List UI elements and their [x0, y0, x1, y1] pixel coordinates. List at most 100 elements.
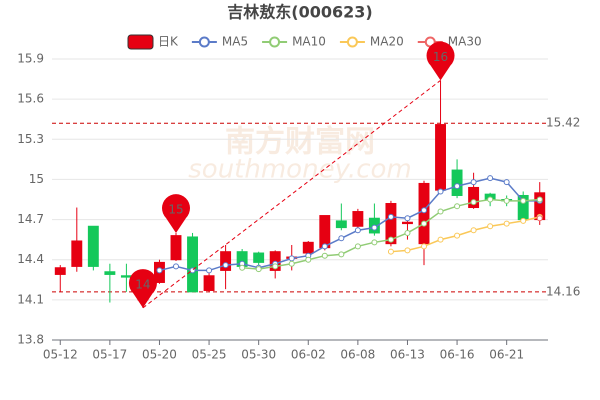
pin — [162, 194, 190, 233]
x-tick-label: 05-17 — [92, 348, 127, 362]
x-tick-label: 06-13 — [390, 348, 425, 362]
reference-label: 15.42 — [546, 116, 580, 130]
x-tick-label: 05-12 — [43, 348, 78, 362]
legend-label: 日K — [158, 35, 179, 49]
candle-body — [104, 271, 116, 275]
legend-item: MA5 — [191, 35, 248, 49]
y-tick-label: 15.6 — [17, 92, 44, 106]
ma-point — [206, 267, 213, 274]
ma-point — [338, 235, 345, 242]
ma-point — [371, 239, 378, 246]
ma-line — [390, 216, 540, 253]
candle-body — [203, 275, 215, 291]
ma-point — [421, 207, 427, 214]
ma-point — [520, 217, 527, 224]
y-tick-label: 14.1 — [17, 292, 44, 306]
legend-label: MA20 — [370, 35, 404, 49]
ma-point — [437, 188, 444, 195]
legend-item: MA30 — [417, 35, 482, 49]
candle-body — [335, 220, 347, 229]
candle-body — [402, 221, 413, 225]
ma-point — [454, 232, 461, 239]
ma-point — [470, 227, 477, 234]
candle-body — [71, 240, 83, 267]
candle-body — [435, 124, 446, 191]
ma-point — [371, 224, 378, 231]
ma-point — [487, 175, 494, 182]
ma-point — [222, 262, 229, 269]
y-tick-label: 14.4 — [17, 252, 44, 266]
pin — [426, 41, 455, 81]
candle-body — [87, 225, 99, 267]
ma-point — [338, 251, 345, 258]
candle-body — [253, 252, 265, 263]
candle-body — [120, 275, 132, 278]
ma-point — [239, 264, 246, 271]
x-tick-label: 05-20 — [142, 348, 177, 362]
watermark: 南方财富网 — [225, 125, 375, 160]
y-tick-label: 15.3 — [17, 132, 44, 146]
ma-point — [503, 179, 510, 186]
pin-label: 14 — [135, 277, 150, 291]
ma-point — [470, 199, 477, 206]
candle-body — [302, 241, 314, 254]
x-tick-label: 06-08 — [340, 348, 375, 362]
ma-line — [159, 177, 540, 272]
ma-point — [454, 183, 461, 190]
ma-point — [354, 243, 361, 250]
x-tick-label: 06-21 — [489, 348, 524, 362]
ma-point — [404, 229, 411, 236]
ma-point — [503, 220, 510, 227]
candle-body — [187, 236, 198, 293]
legend-item: 日K — [127, 34, 179, 50]
trend-line — [142, 80, 441, 309]
y-tick-label: 15.9 — [17, 52, 44, 66]
legend-label: MA10 — [292, 35, 326, 49]
reference-label: 14.16 — [546, 284, 580, 298]
ma-point — [404, 247, 411, 254]
candle-body — [451, 169, 463, 196]
legend-label: MA5 — [222, 35, 248, 49]
ma-point — [536, 215, 543, 222]
pin-label: 16 — [433, 50, 448, 64]
ma-point — [288, 255, 295, 262]
candle-body — [352, 211, 364, 227]
ma-point — [421, 243, 427, 250]
watermark-sub: southmoney.com — [188, 155, 411, 185]
legend-icon — [127, 34, 154, 50]
ma-point — [536, 196, 543, 203]
ma-point — [321, 243, 328, 250]
pin-label: 15 — [168, 202, 183, 216]
ma-point — [454, 203, 461, 210]
ma-point — [387, 236, 394, 243]
ma-point — [387, 213, 394, 220]
ma-point — [173, 263, 179, 270]
ma-point — [421, 220, 427, 227]
candle-body — [54, 267, 66, 275]
y-tick-label: 13.8 — [17, 333, 44, 347]
chart-title: 吉林敖东(000623) — [227, 3, 372, 22]
ma-point — [272, 263, 279, 270]
ma-point — [487, 196, 494, 203]
legend-item: MA10 — [262, 35, 326, 49]
legend-item: MA20 — [339, 35, 404, 49]
candle-body — [319, 215, 331, 249]
candle-body — [418, 182, 430, 245]
legend-label: MA30 — [448, 35, 482, 49]
ma-point — [156, 267, 163, 274]
candle-body — [220, 251, 232, 271]
pin — [128, 269, 157, 308]
ma-point — [354, 227, 361, 234]
candle-body — [468, 186, 480, 209]
ma-point — [520, 197, 527, 204]
ma-point — [288, 260, 295, 267]
x-tick-label: 06-02 — [291, 348, 326, 362]
legend-icon — [198, 36, 210, 48]
candle-body — [385, 203, 397, 245]
x-tick-label: 05-30 — [241, 348, 276, 362]
ma-point — [437, 208, 444, 215]
ma-point — [321, 252, 328, 259]
x-tick-label: 06-16 — [440, 348, 475, 362]
ma-point — [487, 223, 494, 230]
